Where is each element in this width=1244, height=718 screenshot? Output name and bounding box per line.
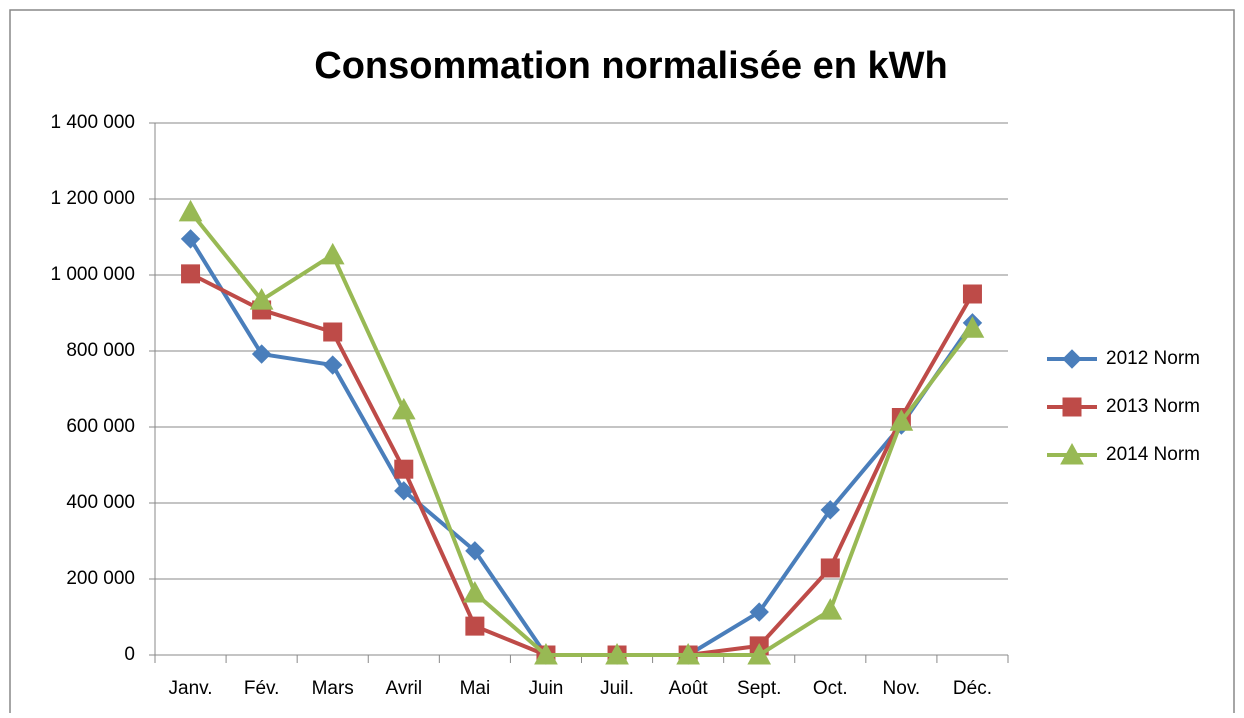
data-point — [676, 642, 700, 665]
y-tick-label: 800 000 — [66, 340, 135, 361]
data-point — [820, 558, 840, 578]
x-tick-label: Fév. — [244, 678, 280, 699]
y-tick-label: 0 — [124, 644, 135, 665]
data-point — [820, 500, 840, 520]
data-point — [749, 602, 769, 622]
x-tick-label: Août — [669, 678, 709, 699]
y-tick-label: 1 400 000 — [50, 112, 135, 133]
data-point — [463, 581, 487, 603]
data-point — [962, 284, 982, 304]
series-line — [188, 210, 975, 657]
data-point — [465, 541, 485, 561]
chart-frame — [9, 9, 1235, 718]
data-point — [394, 459, 414, 479]
y-tick-label: 200 000 — [66, 568, 135, 589]
chart-title: Consommation normalisée en kWh — [314, 45, 947, 87]
data-point — [391, 397, 416, 420]
data-point — [889, 409, 914, 431]
legend-label: 2012 Norm — [1106, 348, 1200, 369]
legend-marker — [1062, 349, 1082, 369]
x-tick-label: Mai — [460, 678, 491, 699]
data-point — [323, 322, 343, 342]
data-point — [323, 355, 343, 375]
data-point — [181, 264, 201, 284]
x-tick-label: Sept. — [737, 678, 781, 699]
x-tick-label: Oct. — [813, 678, 848, 699]
legend-label: 2013 Norm — [1106, 396, 1200, 417]
x-tick-label: Mars — [312, 678, 354, 699]
data-point — [394, 481, 414, 501]
data-point — [534, 642, 558, 665]
data-point — [249, 288, 274, 310]
data-point — [818, 598, 843, 620]
y-tick-label: 600 000 — [66, 416, 135, 437]
x-tick-label: Déc. — [953, 678, 992, 699]
data-point — [960, 316, 985, 338]
legend-marker — [1062, 397, 1082, 417]
data-point — [251, 344, 272, 364]
data-point — [178, 199, 203, 222]
y-tick-label: 1 000 000 — [50, 264, 135, 285]
data-point — [180, 229, 201, 249]
y-tick-label: 1 200 000 — [50, 188, 135, 209]
x-tick-label: Janv. — [169, 678, 213, 699]
x-tick-label: Nov. — [883, 678, 921, 699]
x-tick-label: Juil. — [600, 678, 634, 699]
legend-label: 2014 Norm — [1106, 444, 1200, 465]
data-point — [605, 642, 629, 665]
data-point — [465, 616, 485, 636]
legend-marker — [1060, 442, 1084, 465]
data-point — [747, 642, 772, 665]
x-tick-label: Avril — [385, 678, 422, 699]
x-tick-label: Juin — [529, 678, 564, 699]
data-point — [320, 242, 345, 265]
y-tick-label: 400 000 — [66, 492, 135, 513]
